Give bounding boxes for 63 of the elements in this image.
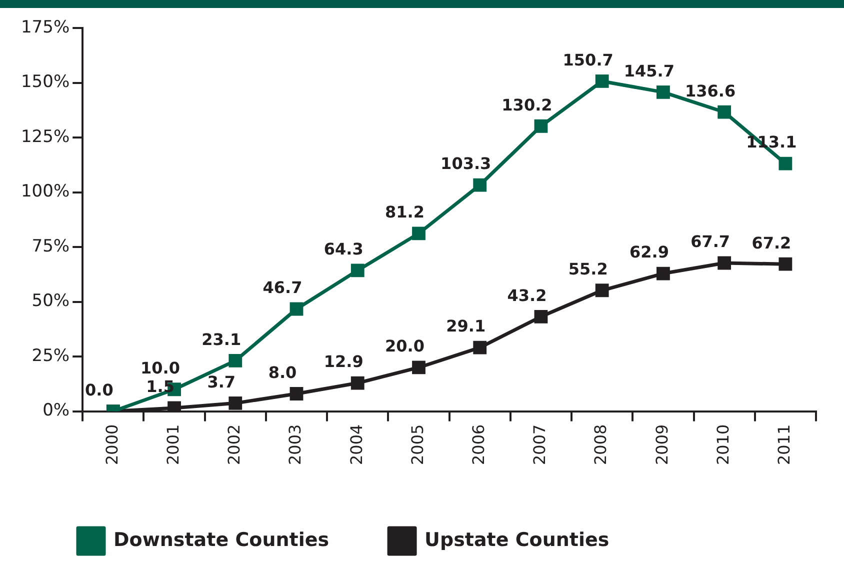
data-label: 23.1 — [202, 330, 242, 349]
x-tick-label: 2010 — [713, 424, 732, 465]
point — [595, 74, 609, 88]
data-label: 12.9 — [324, 352, 364, 372]
data-label: 46.7 — [262, 278, 302, 298]
x-tick-label: 2006 — [469, 424, 488, 465]
x-tick-label: 2000 — [102, 424, 122, 465]
legend-label: Upstate Counties — [424, 528, 610, 551]
point — [718, 105, 732, 119]
data-label: 64.3 — [324, 240, 364, 259]
data-label: 67.2 — [752, 233, 792, 252]
data-label: 55.2 — [568, 260, 608, 279]
y-tick-label: 25% — [32, 346, 70, 366]
x-tick-label: 2003 — [286, 424, 305, 465]
data-label: 150.7 — [562, 50, 614, 70]
point — [412, 226, 426, 240]
data-label: 62.9 — [629, 242, 669, 262]
legend-label: Downstate Counties — [114, 528, 330, 551]
y-tick-label: 0% — [42, 400, 70, 421]
point — [718, 256, 732, 270]
y-tick-label: 150% — [20, 72, 70, 92]
y-tick-label: 75% — [32, 236, 70, 256]
data-label: 103.3 — [440, 154, 492, 174]
point — [656, 266, 670, 280]
point — [534, 119, 548, 133]
y-tick-label: 175% — [20, 17, 70, 38]
x-tick-label: 2001 — [163, 424, 182, 465]
data-label: 3.7 — [207, 372, 236, 392]
y-tick-label: 125% — [20, 126, 70, 147]
point — [534, 310, 548, 324]
point — [778, 257, 792, 271]
x-tick-label: 2009 — [652, 424, 672, 465]
point — [350, 264, 364, 278]
point — [778, 156, 792, 170]
point — [228, 396, 242, 410]
data-label: 130.2 — [502, 95, 552, 114]
data-label: 29.1 — [446, 316, 486, 336]
point — [350, 376, 364, 390]
y-tick-label: 50% — [32, 291, 70, 312]
data-label: 8.0 — [268, 362, 297, 382]
data-label: 67.7 — [690, 232, 730, 252]
point — [473, 178, 487, 192]
x-tick-label: 2004 — [346, 424, 366, 465]
data-label: 81.2 — [385, 202, 424, 222]
data-label: 0.0 — [84, 380, 114, 400]
data-label: 43.2 — [507, 286, 547, 305]
x-tick-label: 2005 — [408, 424, 427, 465]
data-label: 20.0 — [385, 336, 424, 356]
point — [290, 387, 304, 400]
point — [656, 85, 670, 99]
y-tick-label: 100% — [20, 182, 70, 202]
x-tick-label: 2007 — [530, 424, 550, 465]
point — [473, 340, 487, 354]
data-label: 10.0 — [140, 358, 180, 378]
data-label: 145.7 — [624, 61, 675, 80]
point — [228, 354, 242, 368]
x-tick-label: 2011 — [774, 424, 794, 465]
data-label: 136.6 — [685, 81, 736, 100]
x-tick-label: 2002 — [224, 424, 244, 465]
x-tick-label: 2008 — [591, 424, 610, 465]
point — [290, 302, 304, 316]
point — [412, 360, 426, 374]
point — [595, 284, 609, 298]
